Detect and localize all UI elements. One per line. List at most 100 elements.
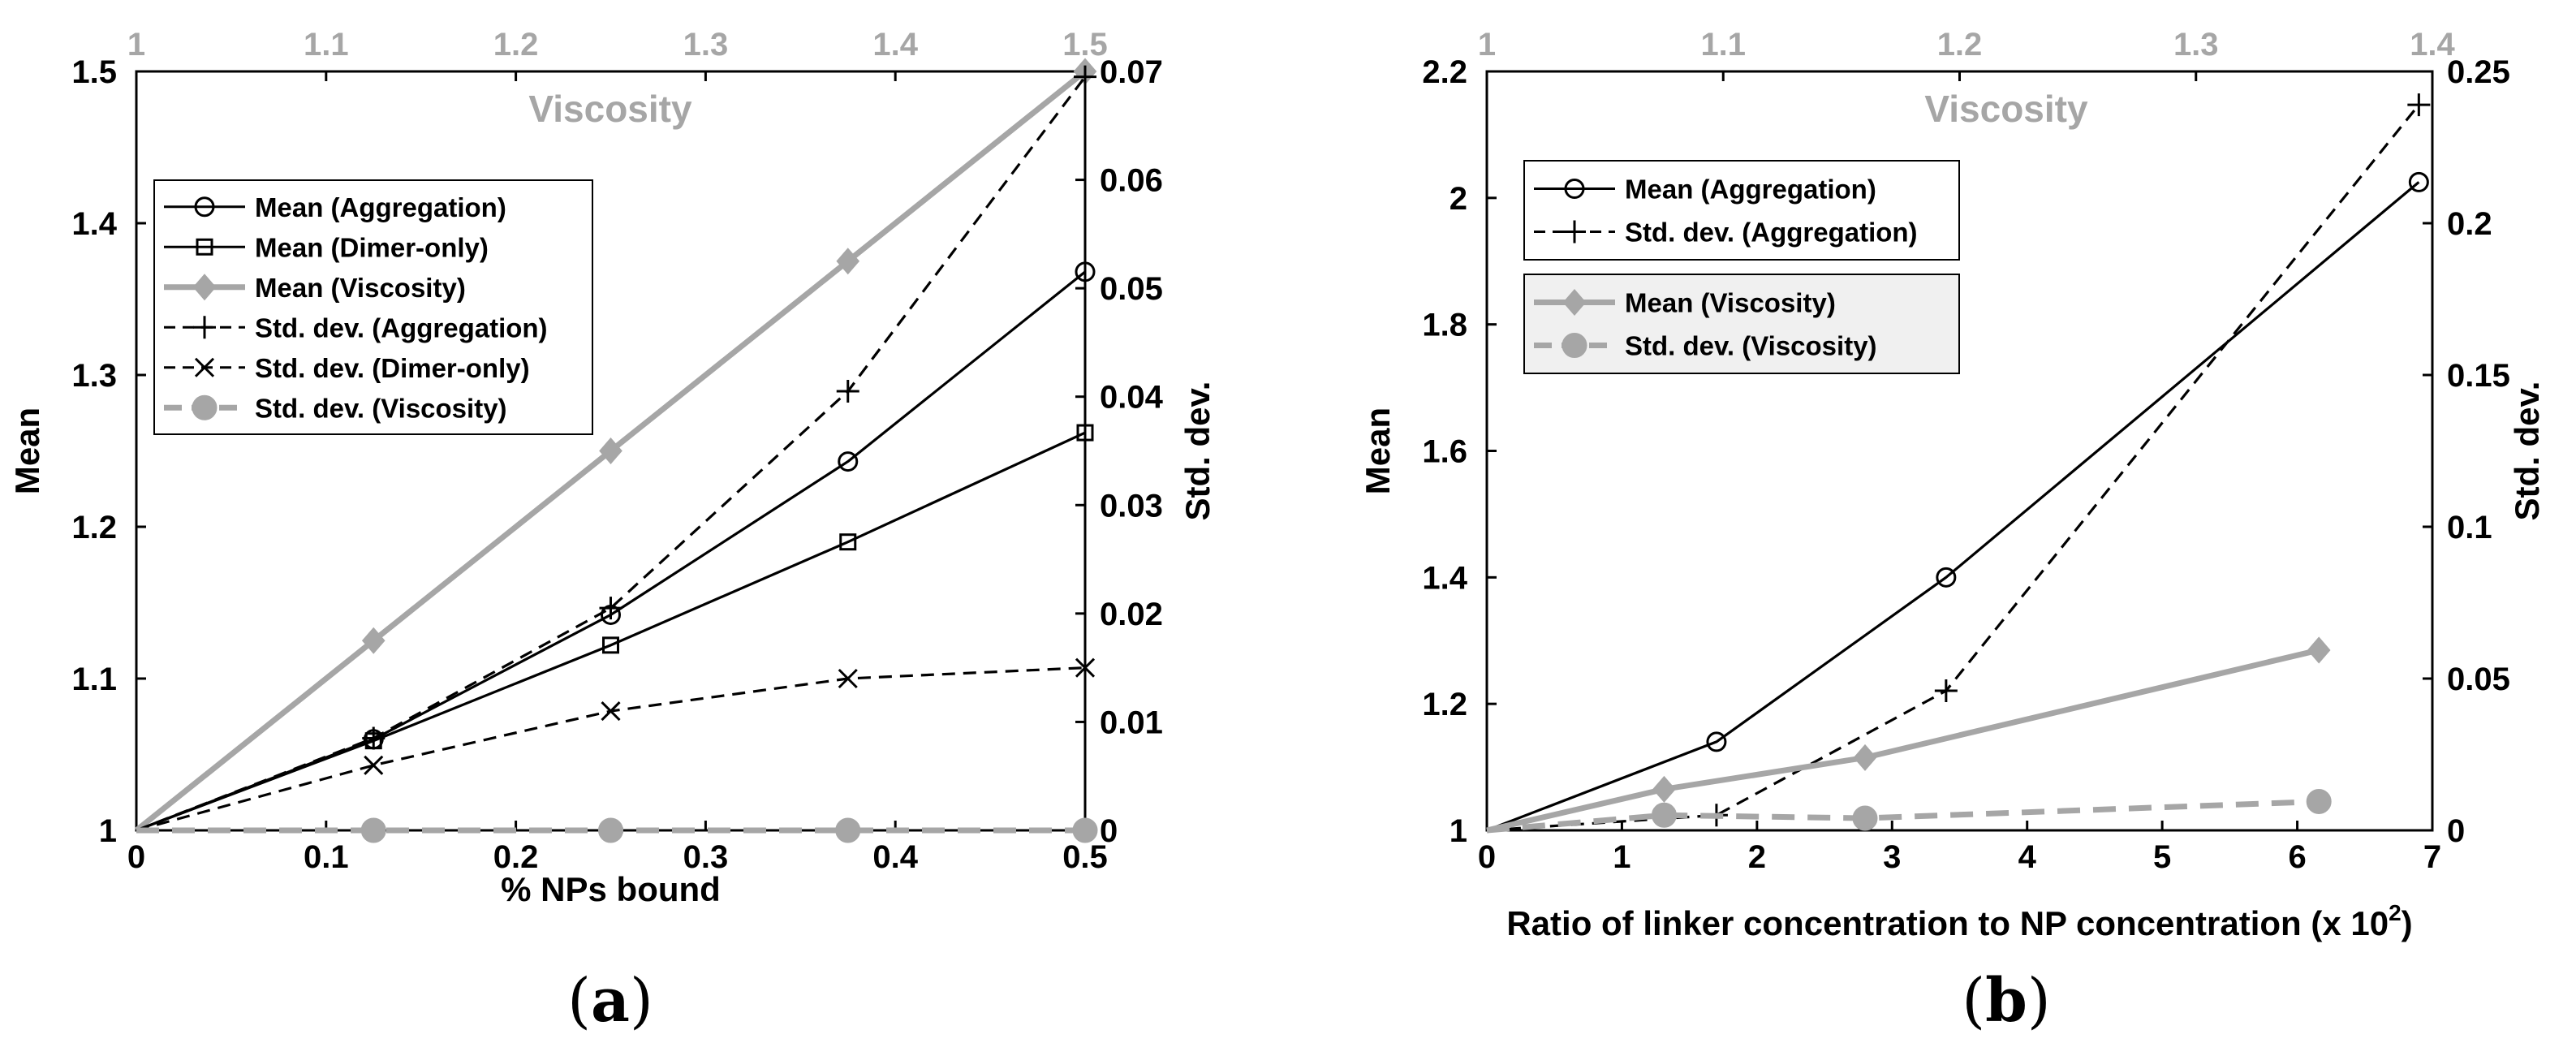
series-line xyxy=(136,75,1087,832)
y-right-tick-label: 0.04 xyxy=(1100,380,1164,416)
caption-close-paren: ) xyxy=(2027,966,2051,1036)
x-tick-label: 0.2 xyxy=(493,839,539,875)
series-std-dev-aggregation xyxy=(136,65,1096,832)
data-point xyxy=(598,817,623,843)
caption-open-paren: ( xyxy=(567,966,591,1036)
data-point xyxy=(1075,261,1096,282)
viscosity-axis-label: Viscosity xyxy=(528,88,692,130)
x-tick-label: 0 xyxy=(1478,839,1496,875)
top-tick-label: 1.3 xyxy=(2173,27,2219,62)
data-point xyxy=(362,726,386,750)
series-line xyxy=(1486,647,2320,834)
data-point xyxy=(839,533,857,551)
data-point xyxy=(2306,788,2332,814)
y-left-tick-label: 1.5 xyxy=(71,54,117,90)
legend-marker xyxy=(1562,333,1587,358)
series-line xyxy=(1486,798,2320,834)
series-std-dev-viscosity xyxy=(136,817,1098,843)
legend-box: Mean (Aggregation) Mean (Dimer-only) Mean … xyxy=(153,179,593,435)
y-left-tick-label: 2 xyxy=(1450,181,1467,217)
legend-label: Std. dev. (Viscosity) xyxy=(1625,331,1877,361)
top-tick-label: 1.5 xyxy=(1062,27,1108,62)
caption-close-paren: ) xyxy=(630,966,653,1036)
data-point xyxy=(1074,65,1096,88)
y-right-tick-label: 0.02 xyxy=(1100,597,1163,632)
data-point xyxy=(361,627,386,654)
data-point xyxy=(1076,424,1094,442)
caption-letter: a xyxy=(591,966,630,1036)
x-tick-label: 4 xyxy=(2018,839,2037,875)
y-left-tick-label: 2.2 xyxy=(1422,54,1467,90)
data-point xyxy=(1706,731,1727,752)
legend-marker xyxy=(193,316,216,339)
y-left-tick-label: 1.6 xyxy=(1422,434,1467,470)
y-right-tick-label: 0.07 xyxy=(1100,54,1163,90)
top-tick-label: 1.2 xyxy=(1937,27,1983,62)
caption-letter: b xyxy=(1985,966,2027,1036)
data-point xyxy=(838,668,858,689)
x-tick-label: 0 xyxy=(127,839,145,875)
y-left-tick-label: 1.4 xyxy=(1422,560,1467,596)
y-left-tick-label: 1.2 xyxy=(71,510,117,545)
series-line xyxy=(136,431,1086,832)
x-tick-label: 6 xyxy=(2288,839,2306,875)
x-tick-label: 0.4 xyxy=(872,839,918,875)
y-right-tick-label: 0.25 xyxy=(2447,54,2510,90)
data-point xyxy=(836,248,860,275)
y-left-tick-label: 1.8 xyxy=(1422,308,1467,343)
x-tick-label: 0.1 xyxy=(304,839,349,875)
legend-frame xyxy=(1523,274,1960,374)
legend-marker xyxy=(192,274,217,301)
x-tick-label: 7 xyxy=(2423,839,2441,875)
top-tick-label: 1.1 xyxy=(304,27,349,62)
y-left-tick-label: 1.2 xyxy=(1422,687,1467,722)
data-point xyxy=(364,755,384,775)
legend-marker xyxy=(194,357,215,377)
legend-label: Mean (Viscosity) xyxy=(1625,288,1836,318)
top-tick-label: 1.4 xyxy=(2410,27,2455,62)
legend-marker xyxy=(1563,220,1586,244)
y-right-tick-label: 0.03 xyxy=(1100,488,1163,524)
x-axis-label: % NPs bound xyxy=(501,870,721,908)
data-point xyxy=(360,817,386,843)
y-right-tick-label: 0 xyxy=(2447,813,2465,849)
y-right-tick-label: 0.05 xyxy=(1100,271,1163,307)
legend-label: Std. dev. (Aggregation) xyxy=(1625,218,1918,248)
legend-marker xyxy=(194,196,215,218)
y-right-axis-label: Std. dev. xyxy=(2508,381,2546,521)
x-tick-label: 3 xyxy=(1883,839,1901,875)
data-point xyxy=(599,437,622,465)
series-std-dev-dimer-only xyxy=(136,657,1096,832)
y-right-tick-label: 0 xyxy=(1100,813,1118,849)
viscosity-axis-label: Viscosity xyxy=(1924,88,2088,130)
data-point xyxy=(1651,802,1677,828)
top-tick-label: 1.1 xyxy=(1700,27,1746,62)
data-point xyxy=(836,380,859,403)
y-right-tick-label: 0.05 xyxy=(2447,662,2510,697)
y-right-tick-label: 0.06 xyxy=(1100,163,1163,199)
legend-box: Mean (Viscosity) Std. dev. (Viscosity) xyxy=(1523,274,1960,374)
data-point xyxy=(599,597,622,620)
series-std-dev-viscosity xyxy=(1486,788,2332,834)
legend-label: Std. dev. (Viscosity) xyxy=(255,393,507,423)
caption-open-paren: ( xyxy=(1962,966,1985,1036)
x-axis-label-close: ) xyxy=(2402,904,2413,942)
x-tick-label: 2 xyxy=(1748,839,1766,875)
data-point xyxy=(1075,657,1096,678)
legend-marker xyxy=(196,238,213,256)
data-point xyxy=(602,636,619,654)
data-point xyxy=(601,701,621,722)
y-left-tick-label: 1 xyxy=(1450,813,1467,849)
y-right-tick-label: 0.15 xyxy=(2447,358,2510,394)
data-point xyxy=(1852,805,1878,831)
y-right-tick-label: 0.01 xyxy=(1100,705,1163,740)
top-tick-label: 1.2 xyxy=(493,27,539,62)
x-tick-label: 1 xyxy=(1613,839,1630,875)
data-point xyxy=(1853,744,1877,771)
legend-label: Mean (Aggregation) xyxy=(1625,175,1876,205)
x-tick-label: 0.3 xyxy=(683,839,729,875)
y-right-axis-label: Std. dev. xyxy=(1178,381,1217,521)
top-tick-label: 1.4 xyxy=(872,27,918,62)
y-right-tick-label: 0.1 xyxy=(2447,510,2492,545)
